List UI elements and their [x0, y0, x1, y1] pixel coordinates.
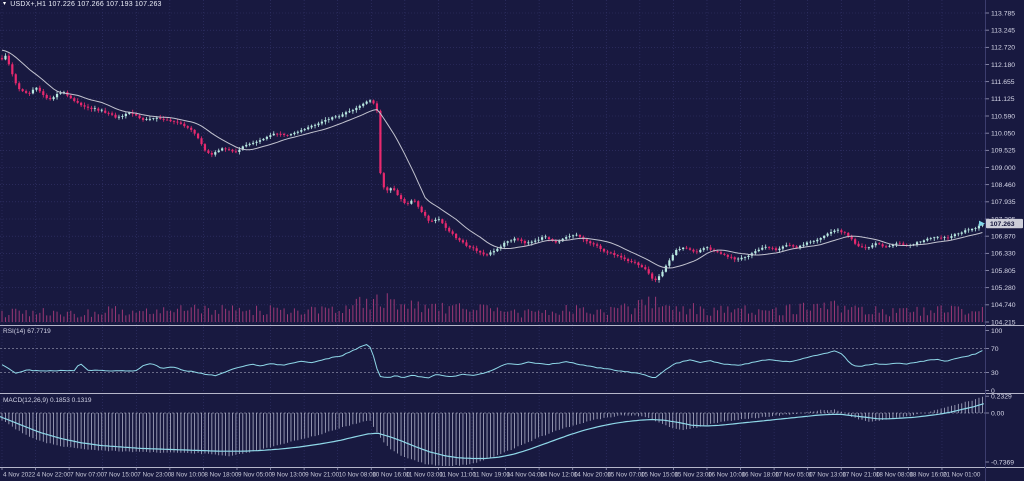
price-tick-label: 106.870	[991, 234, 1016, 241]
time-tick-label: 11 Nov 03:00	[406, 472, 443, 479]
price-tick-label: 105.280	[991, 285, 1016, 292]
time-tick-label: 15 Nov 23:00	[674, 472, 712, 479]
rsi-line	[1, 344, 983, 379]
time-tick-label: 11 Nov 19:00	[473, 472, 510, 479]
price-tick-label: 112.720	[991, 45, 1015, 52]
time-tick-label: 10 Nov 16:00	[372, 472, 410, 479]
price-tick-label: 112.180	[991, 62, 1015, 69]
time-tick-label: 10 Nov 08:00	[339, 472, 377, 479]
price-tick-label: 113.785	[991, 10, 1015, 17]
time-tick-label: 21 Nov 01:00	[943, 472, 981, 479]
ma-line	[1, 49, 983, 269]
price-tick-label: 111.125	[991, 96, 1015, 103]
rsi-axis-labels: 100 70 30 0	[985, 328, 1003, 395]
time-tick-label: 18 Nov 08:00	[876, 472, 914, 479]
rsi-tick-label: 100	[991, 328, 1003, 335]
symbol-title-bar: ▾ USDX+,H1 107.226 107.266 107.193 107.2…	[3, 1, 162, 8]
price-tick-label: 106.330	[991, 251, 1016, 258]
grid-layer	[0, 0, 985, 467]
time-tick-label: 14 Nov 20:00	[574, 472, 612, 479]
time-tick-label: 9 Nov 21:00	[305, 472, 339, 479]
time-tick-label: 14 Nov 12:00	[540, 472, 578, 479]
rsi-tick-label: 70	[991, 346, 999, 353]
price-tick-label: 111.655	[991, 79, 1015, 86]
time-tick-label: 17 Nov 21:00	[842, 472, 880, 479]
chart-marker-icon: ▾	[3, 1, 7, 7]
current-price-value: 107.263	[990, 221, 1015, 228]
price-tick-label: 104.215	[991, 319, 1016, 326]
rsi-label: RSI(14) 67.7719	[3, 328, 51, 335]
price-tick-label: 113.245	[991, 28, 1015, 35]
price-tick-label: 104.740	[991, 302, 1016, 309]
time-tick-label: 17 Nov 13:00	[809, 472, 847, 479]
price-tick-label: 109.525	[991, 148, 1016, 155]
current-price-badge	[986, 218, 1023, 229]
volume-layer	[1, 293, 983, 322]
time-tick-label: 4 Nov 2022	[3, 472, 36, 479]
time-tick-label: 15 Nov 07:00	[607, 472, 645, 479]
macd-tick-label: -0.7369	[991, 459, 1014, 466]
time-tick-label: 9 Nov 13:00	[272, 472, 306, 479]
time-tick-label: 17 Nov 05:00	[775, 472, 813, 479]
symbol-title: USDX+,H1 107.226 107.266 107.193 107.263	[10, 1, 162, 8]
macd-tick-label: 0.2329	[991, 394, 1012, 401]
time-tick-label: 8 Nov 10:00	[171, 472, 205, 479]
time-tick-label: 7 Nov 07:00	[70, 472, 104, 479]
rsi-tick-label: 0	[991, 388, 995, 395]
macd-label: MACD(12,26,9) 0.1853 0.1319	[3, 397, 92, 404]
price-tick-label: 110.590	[991, 113, 1015, 120]
time-tick-label: 8 Nov 18:00	[204, 472, 238, 479]
time-tick-label: 15 Nov 15:00	[641, 472, 679, 479]
price-tick-label: 109.000	[991, 165, 1016, 172]
time-tick-label: 11 Nov 11:00	[439, 472, 476, 479]
time-tick-label: 16 Nov 10:00	[708, 472, 746, 479]
time-tick-label: 4 Nov 22:00	[37, 472, 71, 479]
macd-tick-label: 0.00	[991, 410, 1004, 417]
time-tick-label: 7 Nov 15:00	[104, 472, 138, 479]
price-tick-label: 108.460	[991, 182, 1016, 189]
bid-price-arrow-icon	[979, 220, 985, 227]
price-tick-label: 105.805	[991, 268, 1016, 275]
time-axis-labels[interactable]: 4 Nov 2022 4 Nov 22:00 7 Nov 07:00 7 Nov 15…	[1, 467, 981, 479]
macd-signal-line	[0, 403, 984, 460]
time-tick-label: 7 Nov 23:00	[137, 472, 171, 479]
time-tick-label: 9 Nov 05:00	[238, 472, 272, 479]
rsi-tick-label: 30	[991, 370, 999, 377]
time-tick-label: 18 Nov 16:00	[909, 472, 947, 479]
time-tick-label: 16 Nov 18:00	[742, 472, 780, 479]
time-tick-label: 14 Nov 04:00	[507, 472, 545, 479]
price-tick-label: 110.050	[991, 131, 1015, 138]
price-tick-label: 107.935	[991, 199, 1016, 206]
macd-axis-labels: 0.2329 0.00 -0.7369	[985, 394, 1014, 466]
